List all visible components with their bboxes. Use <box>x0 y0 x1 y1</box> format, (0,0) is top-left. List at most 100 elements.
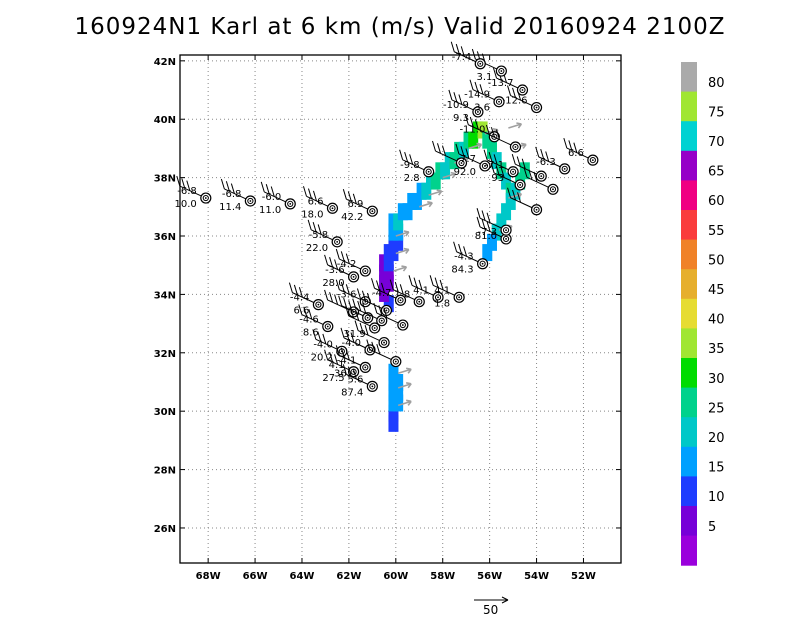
swath-cell <box>393 223 404 241</box>
obs-marker <box>373 302 409 331</box>
wind-vector-head <box>427 201 433 208</box>
obs-value-upper: -6.3 <box>536 157 556 168</box>
wind-barb-feather <box>307 219 312 230</box>
lat-tick-label: 42N <box>154 57 176 68</box>
axis-ticks: 68W 66W 64W 62W 60W 58W 56W 54W 52W 26N 28N 30N 32N 3… <box>154 55 621 582</box>
colorbar-segment <box>681 239 697 270</box>
wind-barb-feather <box>507 85 512 96</box>
wind-barb-feather <box>492 67 497 79</box>
wind-barb-feather <box>455 143 460 155</box>
colorbar-segment <box>681 121 697 152</box>
obs-marker <box>352 298 388 327</box>
colorbar-segment <box>681 358 697 389</box>
obs-ring-inner <box>533 206 540 213</box>
obs-dot <box>500 70 503 72</box>
obs-value-lower: 18.0 <box>301 209 323 220</box>
wind-barb-feather <box>474 81 479 93</box>
wind-barb-feather <box>523 167 528 178</box>
wind-barb-feather <box>404 151 409 163</box>
wind-barb-feather <box>362 303 367 314</box>
wind-barb-feather <box>434 277 439 288</box>
obs-value-upper: 4.1 <box>413 285 429 296</box>
obs-value-upper: -3.6 <box>337 290 357 301</box>
wind-vector <box>468 143 482 150</box>
obs-dot <box>437 296 439 299</box>
obs-ring-inner <box>434 294 442 301</box>
obs-marker: -14.9 3.6 <box>464 79 505 114</box>
obs-value-upper: -4.1 <box>337 355 357 366</box>
obs-value-upper: -7.1 <box>485 160 505 171</box>
wind-barb-feather <box>507 187 512 198</box>
wind-barb-feather <box>335 279 340 290</box>
obs-dot <box>512 170 514 173</box>
wind-barb-feather <box>324 289 329 301</box>
wind-barb-feather <box>439 279 444 291</box>
obs-value-upper: -3.6 <box>325 265 345 276</box>
colorbar-segment <box>681 506 697 537</box>
obs-marker: -3.6 28.0 <box>322 254 360 289</box>
obs-value-upper: -10.9 <box>443 100 469 111</box>
wind-barb-feather <box>490 127 495 138</box>
map-title: 160924N1 Karl at 6 km (m/s) Valid 201609… <box>74 14 726 40</box>
lat-tick-label: 32N <box>154 349 176 360</box>
obs-value-upper: -7.4 <box>452 52 472 63</box>
wind-barb-feather <box>302 186 307 197</box>
wind-barb-feather <box>465 148 470 159</box>
colorbar-label: 55 <box>708 224 725 239</box>
wind-barb-feather <box>486 221 491 232</box>
obs-ring-inner <box>491 133 498 140</box>
obs-dot <box>591 159 594 162</box>
obs-value-upper: -7.7 <box>456 154 476 165</box>
swath-cell <box>402 203 413 221</box>
obs-marker <box>432 140 468 169</box>
obs-marker: 4.1 <box>408 275 444 303</box>
obs-marker <box>507 187 543 216</box>
obs-dot <box>326 325 329 328</box>
wind-barb-feather <box>540 149 545 160</box>
wind-barb-feather <box>545 151 550 162</box>
wind-barb-feather <box>408 275 413 286</box>
wind-barb-feather <box>345 330 350 341</box>
swath-cell <box>440 162 451 180</box>
lon-tick-label: 66W <box>243 571 268 582</box>
dropsonde-observations: -6.810.0-6.811.4-6.011.06.618.06.942.2-5… <box>175 41 599 398</box>
swath-cell <box>501 172 512 190</box>
obs-marker: -6.3 <box>535 146 571 175</box>
swath-cell <box>393 373 404 391</box>
obs-value-upper: 6.6 <box>308 196 324 207</box>
wind-barb-feather <box>303 306 308 317</box>
obs-ring-inner <box>502 235 510 243</box>
plot-area <box>179 54 622 564</box>
wind-barb-feather <box>432 140 436 152</box>
swath-cell <box>430 172 441 190</box>
colorbar-label: 70 <box>708 135 725 150</box>
obs-marker: 6.9 42.2 <box>341 189 378 223</box>
obs-dot <box>289 202 292 205</box>
wind-barb-feather <box>486 212 491 223</box>
obs-value-upper: -14.9 <box>464 90 490 101</box>
obs-value-upper: -7.3 <box>478 227 498 238</box>
wind-barb-feather <box>340 281 345 293</box>
colorbar-segment <box>681 417 697 448</box>
wind-vector-head <box>436 189 443 196</box>
swath-cell <box>383 264 394 282</box>
wind-barb-feather <box>308 308 313 320</box>
colorbar-label: 5 <box>708 520 716 535</box>
wind-barb-feather <box>347 366 352 377</box>
obs-marker: -4.4 6.6 <box>288 282 324 317</box>
obs-ring-inner <box>247 197 254 205</box>
wind-barb-feather <box>334 294 339 305</box>
wind-barb-feather <box>463 246 468 257</box>
obs-value-lower: 28.0 <box>322 278 344 289</box>
wind-barb-feather <box>352 298 357 309</box>
wind-barb-feather <box>288 282 293 293</box>
wind-barb-feather <box>345 253 350 264</box>
obs-marker: -4.6 8.6 <box>298 304 334 339</box>
obs-dot <box>249 200 252 202</box>
wind-vector-head <box>405 399 412 406</box>
swath-cell <box>491 223 502 241</box>
wind-barb-feather <box>312 222 317 233</box>
wind-barb-feather <box>476 208 481 219</box>
wind-vector-head <box>405 382 412 389</box>
wind-barb-feather <box>517 192 522 203</box>
